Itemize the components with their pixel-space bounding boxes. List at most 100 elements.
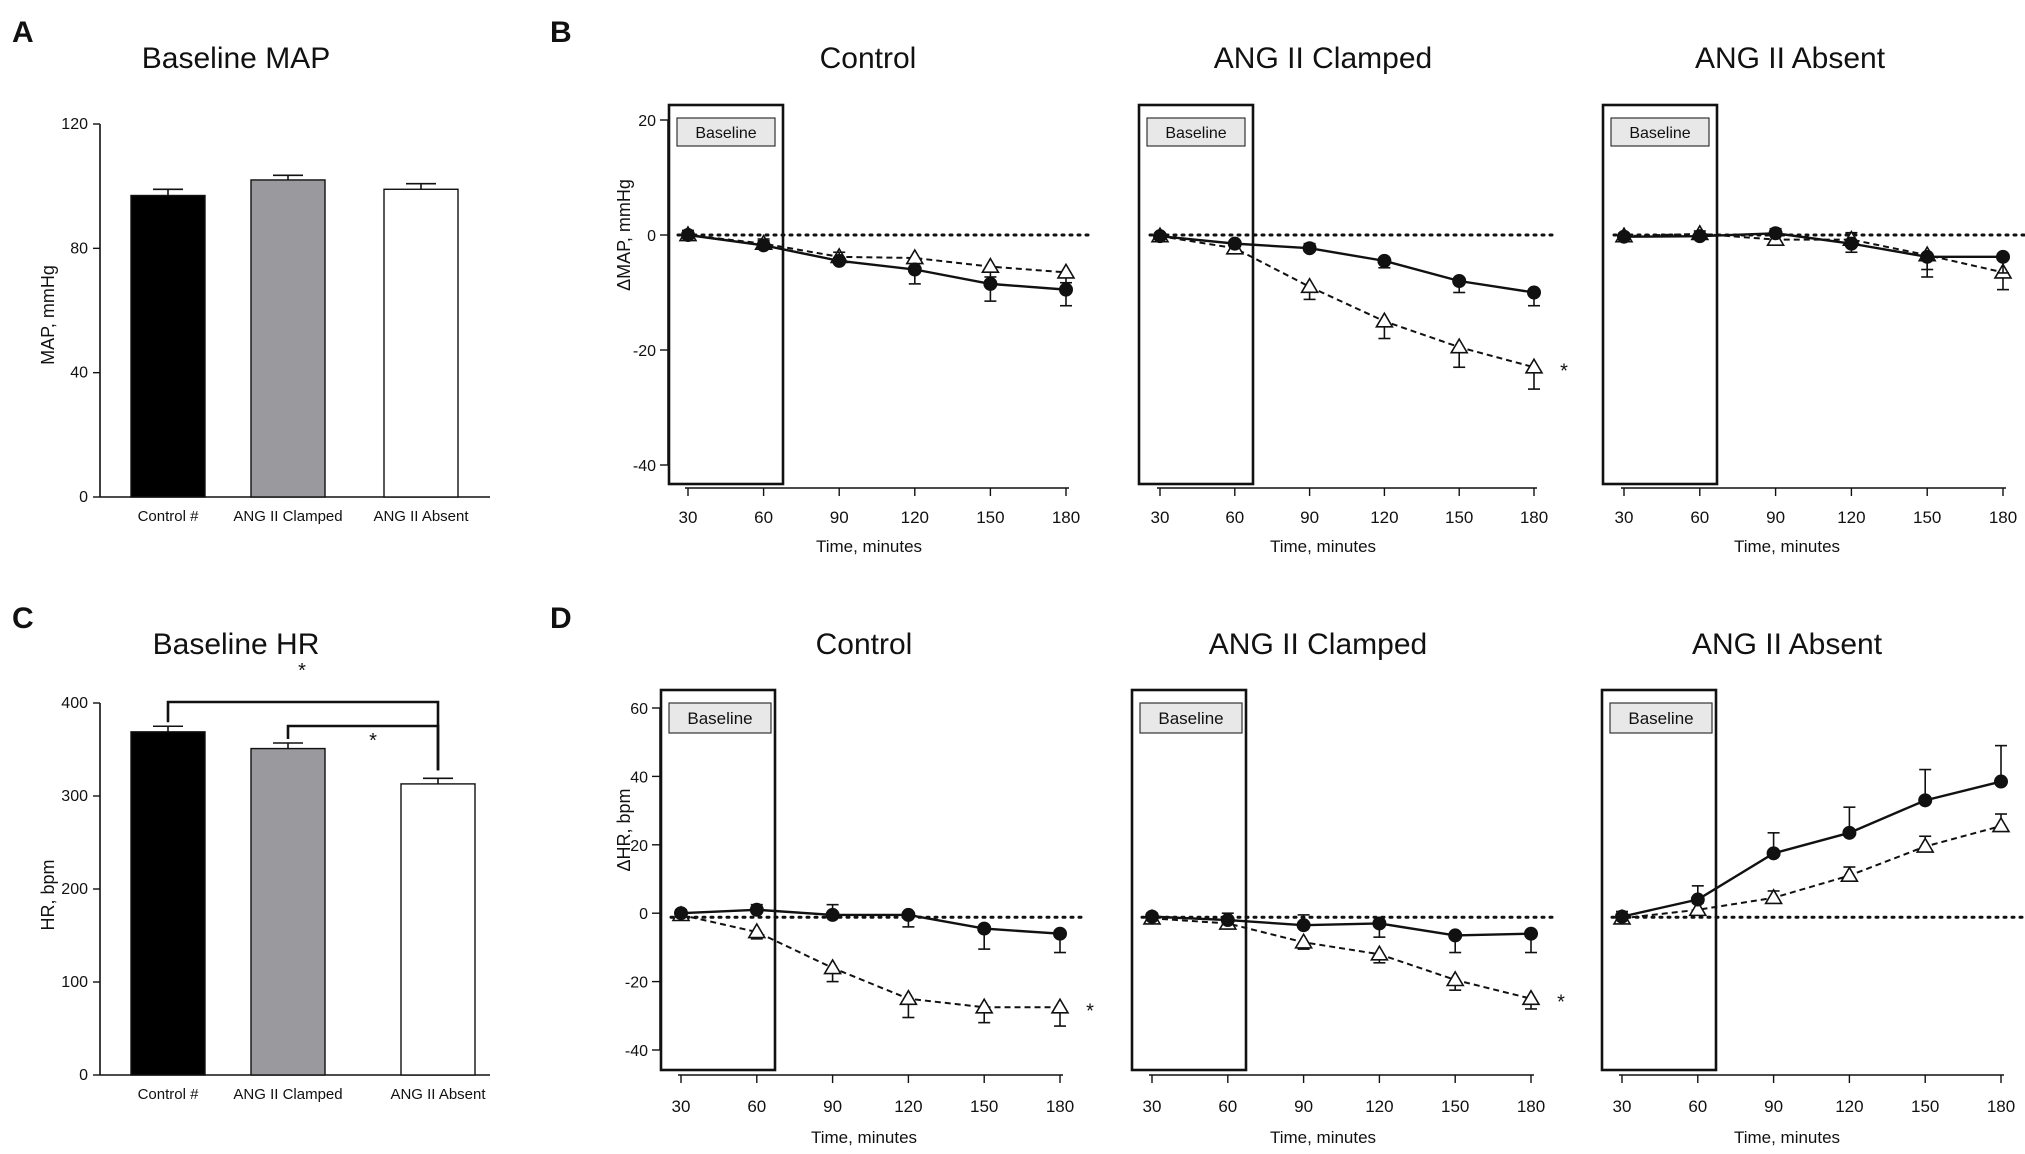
panel-b-sub2-xtick-label: 30 — [1151, 508, 1170, 527]
panel-b-sub2-xtick-label: 150 — [1445, 508, 1473, 527]
panel-b-xlabel-ang-clamped: Time, minutes — [1270, 537, 1376, 556]
panel-d-sub1-open-point — [823, 958, 842, 975]
panel-d-sub2-open-point — [1521, 989, 1541, 1006]
panel-c-significance-star: * — [298, 660, 306, 682]
panel-d-sub1-xtick-label: 150 — [970, 1097, 998, 1116]
panel-d-delta-hr: ΔHR, bpm Control ANG II Clamped ANG II A… — [614, 628, 2025, 1147]
panel-b-sub1-open-point — [1056, 262, 1076, 279]
panel-c-ytick-label: 300 — [61, 788, 88, 805]
panel-a-bar — [250, 179, 326, 498]
panel-d-sub1-ytick-label: 0 — [639, 906, 648, 923]
panel-d-sub3-filled-point — [1918, 793, 1933, 808]
panel-b-sub3-baseline-label: Baseline — [1629, 125, 1690, 142]
panel-b-sub1-filled-point — [681, 228, 695, 242]
panel-c-baseline-hr: Baseline HR HR, bpm 0 100 200 300 400 Control… — [38, 628, 490, 1103]
panel-d-sub2-baseline-box — [1130, 688, 1248, 1072]
panel-d-sub1-open-point — [899, 989, 918, 1006]
panel-d-sub1-open-point — [747, 922, 767, 939]
panel-a-bar — [383, 188, 459, 498]
panel-d-sub1-filled-point — [825, 907, 840, 922]
panel-a-category-label: ANG II Clamped — [233, 508, 342, 525]
panel-b-sub2-filled-series-line — [1159, 234, 1535, 294]
panel-b-sub2-baseline-label-box — [1146, 117, 1246, 147]
panel-b-sub3-baseline-box — [1601, 103, 1719, 486]
panel-b-sub1-ytick-label: -20 — [633, 343, 656, 360]
panel-b-sub3-filled-point — [1768, 226, 1783, 241]
panel-d-sub1-ytick-label: 40 — [630, 769, 648, 786]
panel-a-bar — [130, 194, 206, 498]
panel-d-title-control: Control — [816, 628, 913, 661]
panel-b-sub1-xtick-label: 150 — [976, 508, 1004, 527]
panel-b-title-ang-absent: ANG II Absent — [1695, 42, 1886, 75]
panel-d-sub3-open-point — [1915, 836, 1935, 853]
panel-c-ytick-label: 0 — [79, 1067, 88, 1084]
panel-d-sub3-xtick-label: 90 — [1764, 1097, 1783, 1116]
panel-b-sub3-xtick-label: 180 — [1989, 508, 2017, 527]
panel-d-xlabel-ang-clamped: Time, minutes — [1270, 1128, 1376, 1147]
panel-d-sub1-xtick-label: 120 — [894, 1097, 922, 1116]
panel-b-sub1-filled-series-line — [687, 233, 1067, 291]
panel-b-sub1-open-series-line — [687, 234, 1067, 274]
panel-b-sub2-xtick-label: 180 — [1520, 508, 1548, 527]
panel-b-sub3-xtick-label: 60 — [1690, 508, 1709, 527]
panel-d-sub2-filled-point — [1145, 909, 1159, 924]
panel-a-title: Baseline MAP — [142, 42, 330, 75]
panel-b-sub3-xtick-label: 120 — [1837, 508, 1865, 527]
panel-d-sub2-xtick-label: 30 — [1143, 1097, 1162, 1116]
panel-d-sub1-ytick-label: -20 — [625, 975, 648, 992]
panel-b-sub2-xtick-label: 90 — [1300, 508, 1319, 527]
panel-b-sub1-filled-point — [983, 276, 998, 291]
panel-c-ytick-label: 200 — [61, 881, 88, 898]
panel-d-sub3-filled-point — [1766, 846, 1781, 861]
panel-b-sub3-open-series-line — [1623, 232, 2004, 274]
panel-a-baseline-map: Baseline MAP MAP, mmHg 0 40 80 120 Control #… — [38, 42, 490, 525]
panel-d-sub1-filled-point — [901, 907, 916, 922]
panel-d-sub3-open-point — [1764, 888, 1783, 905]
panel-b-sub1-ytick-label: 0 — [647, 228, 656, 245]
panel-d-sub2-xtick-label: 60 — [1218, 1097, 1237, 1116]
panel-d-sub3-baseline-label-box — [1609, 702, 1713, 734]
panel-d-sub3-xtick-label: 120 — [1835, 1097, 1863, 1116]
panel-b-sub1-filled-point — [756, 238, 771, 253]
panel-c-bar — [400, 783, 476, 1076]
panel-d-sub2-xtick-label: 120 — [1365, 1097, 1393, 1116]
panel-d-sub1-baseline-label: Baseline — [687, 709, 752, 728]
panel-b-delta-map: ΔMAP, mmHg Control ANG II Clamped ANG II… — [614, 42, 2025, 556]
panel-d-sub1-ytick-label: 20 — [630, 838, 648, 855]
panel-d-title-ang-absent: ANG II Absent — [1692, 628, 1883, 661]
panel-b-sub2-open-point — [1449, 337, 1469, 354]
panel-d-sub3-open-point — [1840, 866, 1859, 882]
panel-b-sub3-filled-point — [1844, 236, 1859, 251]
panel-b-sub1-xtick-label: 60 — [754, 508, 773, 527]
panel-c-significance-bracket — [286, 724, 440, 771]
panel-d-sub2-xtick-label: 180 — [1517, 1097, 1545, 1116]
panel-d-sub2-filled-point — [1524, 926, 1538, 941]
panel-d-sub3-open-point — [1991, 816, 2011, 833]
panel-b-xlabel-control: Time, minutes — [816, 537, 922, 556]
panel-b-title-ang-clamped: ANG II Clamped — [1214, 42, 1432, 75]
panel-a-ytick-label: 80 — [70, 240, 88, 257]
panel-d-sub2-open-point — [1370, 944, 1389, 961]
panel-b-sub1-ytick-label: 20 — [638, 113, 656, 130]
panel-d-sub2-baseline-label-box — [1139, 702, 1243, 734]
panel-b-sub1-xtick-label: 30 — [679, 508, 698, 527]
panel-b-xlabel-ang-absent: Time, minutes — [1734, 537, 1840, 556]
panel-a-ytick-label: 0 — [79, 489, 88, 506]
panel-b-sub2-baseline-label: Baseline — [1165, 125, 1226, 142]
panel-c-significance-star: * — [369, 730, 377, 752]
panel-d-sub1-xtick-label: 180 — [1046, 1097, 1074, 1116]
panel-b-sub2-filled-point — [1452, 274, 1467, 288]
panel-d-ylabel: ΔHR, bpm — [614, 788, 634, 871]
panel-d-sub1-ytick-label: 60 — [630, 701, 648, 718]
panel-d-sub2-filled-point — [1296, 918, 1311, 933]
panel-c-title: Baseline HR — [153, 628, 320, 661]
panel-d-sub1-significance-star: * — [1086, 1000, 1094, 1022]
panel-d-sub1-baseline-box — [659, 688, 777, 1072]
panel-b-sub2-open-point — [1375, 311, 1394, 328]
panel-b-sub1-baseline-box — [667, 103, 785, 486]
panel-d-xlabel-ang-absent: Time, minutes — [1734, 1128, 1840, 1147]
panel-b-sub1-filled-point — [907, 262, 922, 277]
panel-d-sub1-filled-point — [674, 906, 688, 921]
panel-b-sub1-open-point — [905, 248, 925, 265]
panel-b-sub1-baseline-label-box — [676, 117, 776, 147]
